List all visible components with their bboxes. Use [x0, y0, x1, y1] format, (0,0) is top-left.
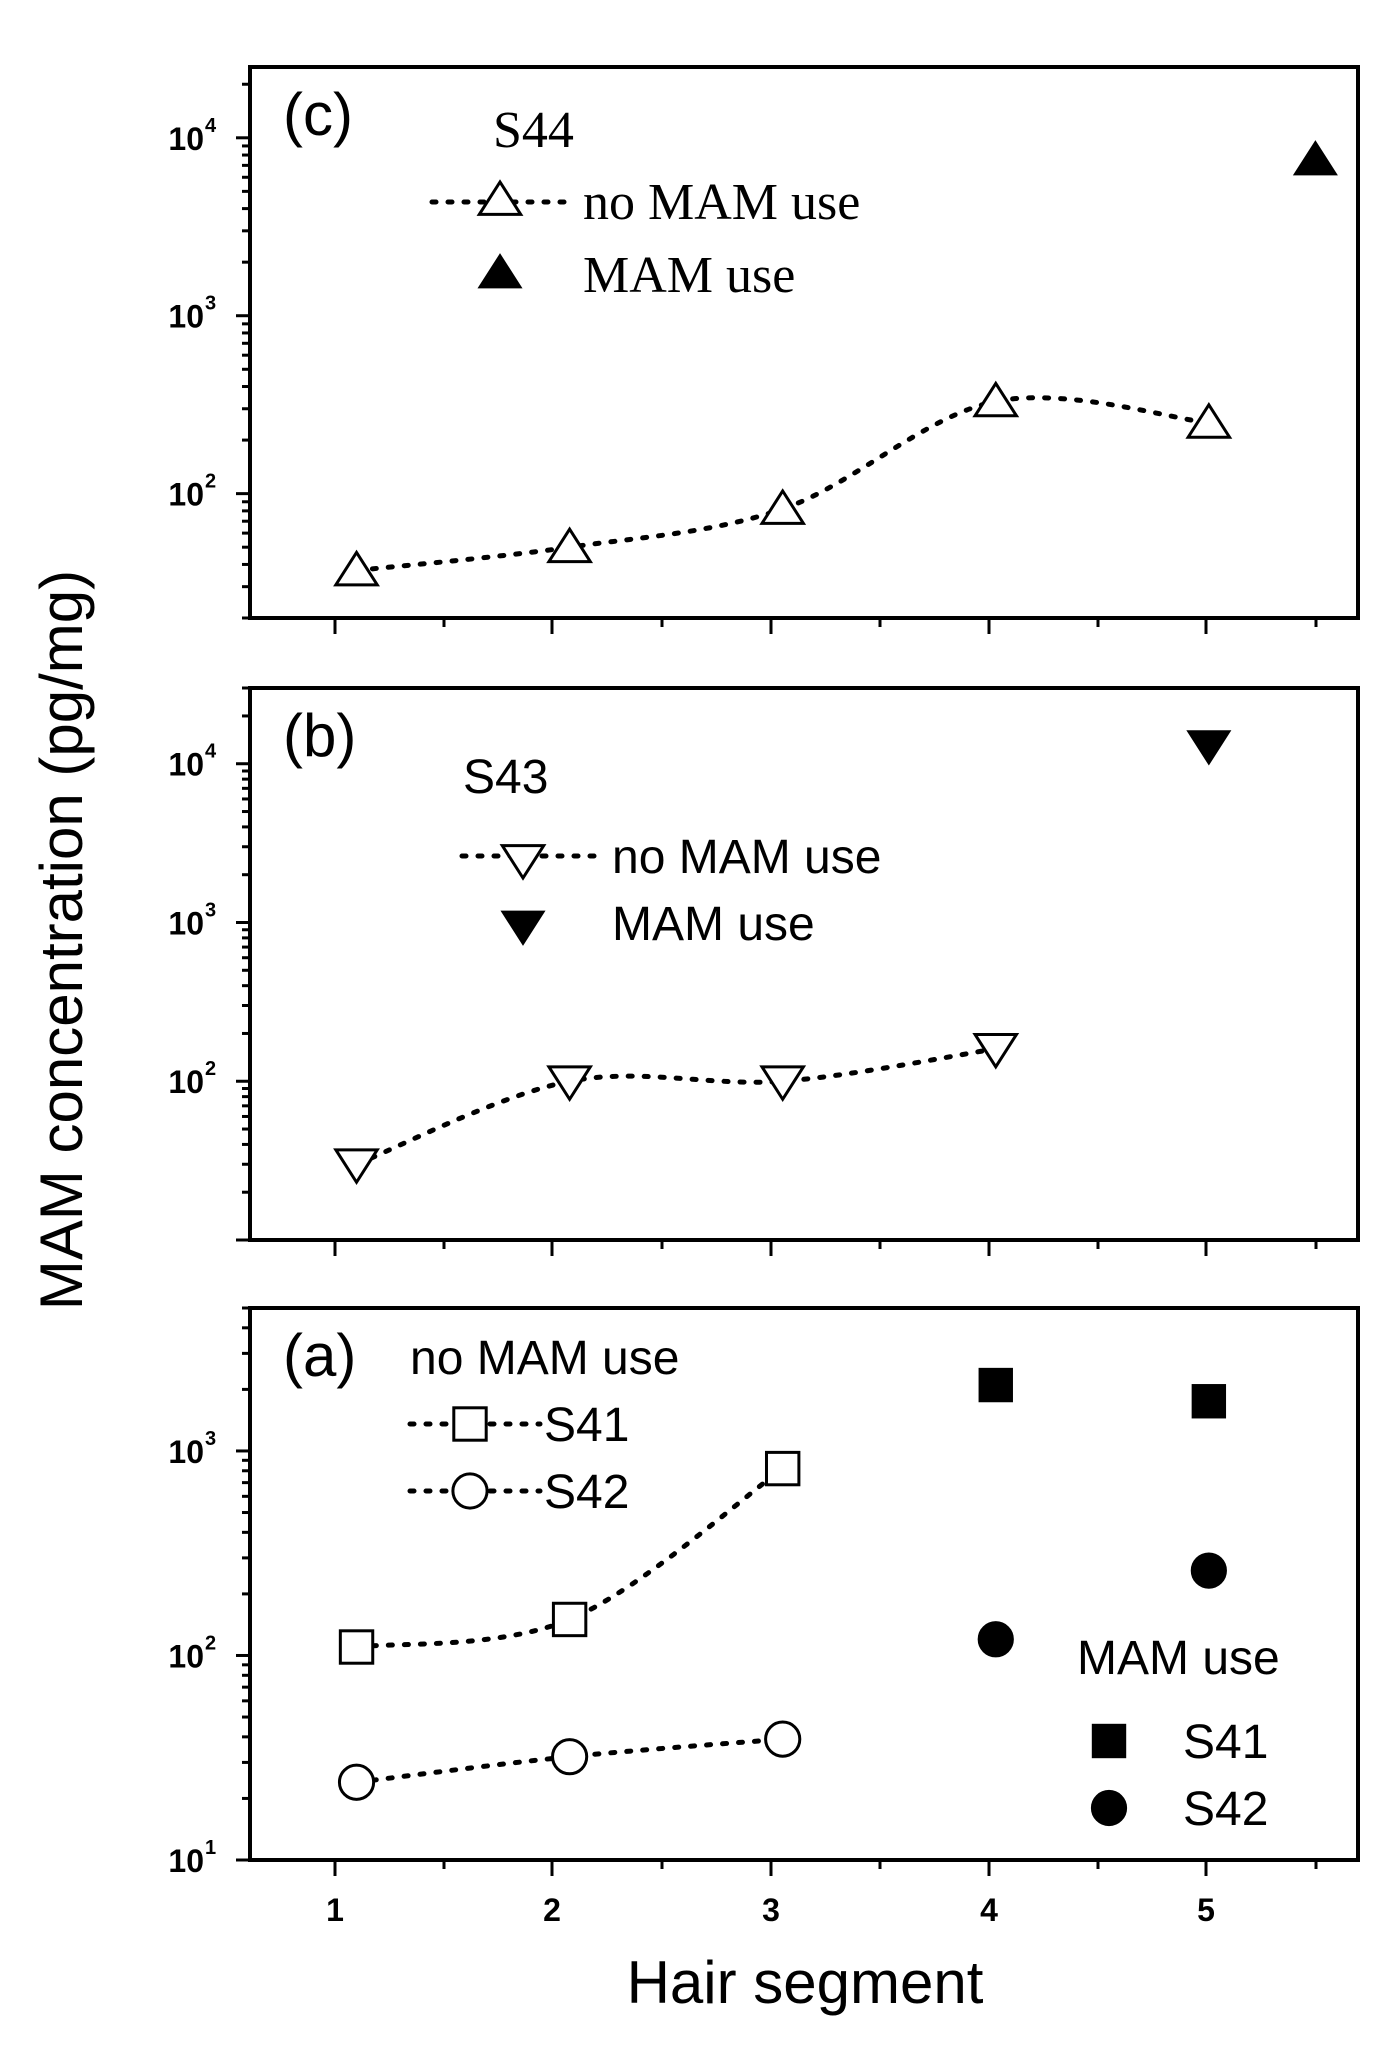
y-tick-label: 10: [168, 299, 204, 335]
data-point: [337, 1763, 376, 1801]
legend-marker: [477, 253, 523, 289]
panel-label: (c): [283, 81, 353, 148]
data-point: [338, 1629, 375, 1665]
legend-label: MAM use: [583, 247, 795, 304]
y-tick-label: 10: [168, 477, 204, 513]
data-point: [759, 488, 807, 525]
y-tick-exponent: 2: [205, 1058, 216, 1080]
data-point: [972, 1032, 1020, 1070]
legend-marker: [499, 844, 547, 881]
data-point: [764, 1720, 802, 1758]
legend-label: S42: [544, 1466, 629, 1519]
x-axis-title: Hair segment: [627, 1949, 984, 2016]
legend-marker: [452, 1406, 488, 1442]
data-point: [551, 1738, 589, 1776]
legend2-label: S41: [1183, 1716, 1268, 1769]
data-point: [977, 1621, 1014, 1658]
series-line: [354, 1466, 786, 1650]
data-point: [546, 1065, 594, 1103]
legend2-marker: [1090, 1789, 1128, 1827]
data-point: [1292, 140, 1338, 176]
data-point: [1186, 730, 1232, 766]
y-axis-title: MAM concentration (pg/mg): [28, 570, 95, 1310]
data-point: [333, 549, 380, 587]
data-point: [333, 1148, 380, 1186]
legend-marker: [476, 179, 524, 216]
panel-label: (b): [283, 702, 356, 769]
data-point: [1191, 1384, 1227, 1419]
y-tick-label: 10: [168, 1843, 204, 1879]
legend-title: S44: [493, 102, 574, 159]
data-point: [972, 380, 1020, 418]
data-point: [764, 1450, 801, 1487]
legend-label: no MAM use: [612, 831, 881, 884]
y-tick-label: 10: [168, 1434, 204, 1470]
data-point: [978, 1367, 1013, 1403]
legend-marker: [451, 1472, 489, 1510]
y-tick-exponent: 2: [205, 1632, 216, 1654]
legend-marker: [500, 910, 546, 946]
y-tick-exponent: 4: [205, 115, 217, 137]
y-tick-exponent: 4: [205, 741, 217, 763]
y-tick-exponent: 3: [205, 899, 216, 921]
legend-title: no MAM use: [410, 1332, 679, 1385]
x-tick-label: 3: [762, 1892, 780, 1928]
data-point: [551, 1601, 588, 1638]
panel-frame: [248, 686, 1360, 1242]
y-tick-exponent: 2: [205, 471, 216, 493]
y-tick-exponent: 3: [205, 1428, 216, 1450]
series-line: [354, 1046, 999, 1167]
y-tick-label: 10: [168, 1064, 204, 1100]
legend-label: S41: [544, 1399, 629, 1452]
panel-frame: [248, 1306, 1360, 1862]
series-line: [354, 395, 1212, 573]
x-tick-label: 2: [543, 1892, 561, 1928]
y-tick-exponent: 1: [205, 1837, 216, 1859]
x-tick-label: 5: [1197, 1892, 1215, 1928]
x-tick-label: 4: [980, 1892, 998, 1928]
panel-frame: [248, 65, 1360, 620]
y-tick-label: 10: [168, 747, 204, 783]
data-point: [1185, 402, 1233, 439]
legend2-title: MAM use: [1077, 1632, 1280, 1685]
y-tick-label: 10: [168, 121, 204, 157]
y-tick-label: 10: [168, 1638, 204, 1674]
panel-label: (a): [283, 1322, 356, 1389]
legend-label: MAM use: [612, 898, 815, 951]
data-point: [759, 1065, 807, 1103]
legend2-label: S42: [1183, 1783, 1268, 1836]
legend-label: no MAM use: [583, 174, 860, 231]
y-tick-exponent: 3: [205, 293, 216, 315]
x-tick-label: 1: [326, 1892, 344, 1928]
y-tick-label: 10: [168, 905, 204, 941]
data-point: [546, 526, 594, 564]
legend2-marker: [1091, 1723, 1127, 1759]
legend-title: S43: [463, 751, 548, 804]
data-point: [1190, 1552, 1227, 1589]
